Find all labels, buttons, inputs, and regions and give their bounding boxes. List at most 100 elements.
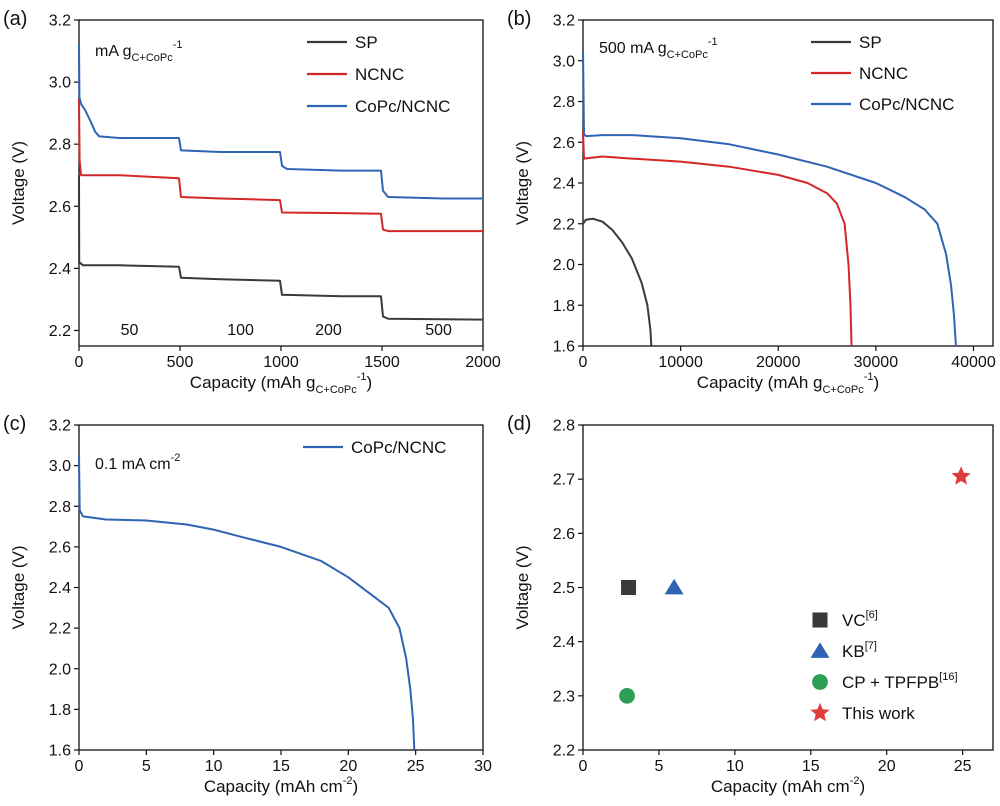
y-tick-label: 1.8 [553,298,575,315]
legend-label-ref: [6] [866,609,878,621]
x-axis-label-main: Capacity (mAh g [190,373,316,392]
step-rate-label: 500 [425,322,452,339]
legend-label: VC[6] [842,609,878,630]
x-tick-label: 25 [954,758,972,775]
series-line-copc-ncnc [78,455,416,751]
panel-label: (a) [3,8,27,30]
x-tick-label: 0 [579,354,588,371]
condition-label: 500 mA gC+CoPc-1 [599,36,718,61]
legend-label-main: This work [842,704,915,723]
panel-label: (d) [507,413,531,435]
y-tick-label: 3.2 [49,418,71,435]
y-tick-label: 2.0 [49,661,71,678]
legend-label-main: KB [842,642,865,661]
x-axis-label-sup: -2 [850,775,860,787]
plot-frame [78,424,484,751]
x-tick-label: 10000 [658,354,703,371]
panel-a: 0 500 1000 1500 2000 2.2 2.4 2.6 2.8 3.0 3.2 Voltag… [3,8,501,396]
y-tick-label: 2.6 [553,526,575,543]
condition-sup: -1 [708,36,718,48]
y-tick-label: 2.4 [49,580,71,597]
x-tick-label: 0 [75,758,84,775]
y-tick-label: 2.8 [49,499,71,516]
panel-b: 0 10000 20000 30000 40000 1.6 1.8 2.0 2.2 2.4 2.6 2… [507,8,996,396]
y-tick-label: 2.2 [553,216,575,233]
condition-label: 0.1 mA cm-2 [95,452,180,473]
legend-label: This work [842,704,915,723]
x-axis-label-tail: ) [352,777,358,796]
legend-marker [810,642,830,658]
x-axis-label-main: Capacity (mAh cm [204,777,343,796]
y-tick-label: 2.6 [49,539,71,556]
legend-label: SP [355,33,378,52]
y-axis-label: Voltage (V) [513,545,532,629]
x-tick-label: 500 [167,354,194,371]
y-tick-label: 2.4 [553,176,575,193]
condition-sub: C+CoPc [131,52,173,64]
x-tick-label: 30 [474,758,492,775]
x-axis-label-main: Capacity (mAh g [697,373,823,392]
panel-d: 0 5 10 15 20 25 2.2 2.3 2.4 2.5 2.6 2.7 2.8 Voltage (… [507,413,994,796]
y-tick-label: 2.2 [49,621,71,638]
x-tick-label: 0 [75,354,84,371]
y-tick-label: 1.6 [49,743,71,760]
legend-marker [812,674,828,690]
x-axis-label-sub: C+CoPc [822,384,864,396]
legend-marker [812,612,828,628]
condition-main: 0.1 mA cm [95,456,171,473]
series-line-ncnc [78,97,483,233]
y-tick-label: 2.0 [553,257,575,274]
legend-label: CoPc/NCNC [351,438,446,457]
x-tick-label: 20000 [756,354,801,371]
y-tick-label: 2.6 [49,199,71,216]
x-axis-label: Capacity (mAh gC+CoPc-1) [697,371,879,396]
x-tick-label: 15 [802,758,820,775]
series-line-copc-ncnc [78,44,483,200]
x-axis-label-tail: ) [859,777,865,796]
legend-label: SP [859,33,882,52]
y-tick-label: 1.6 [553,339,575,356]
y-axis-label: Voltage (V) [9,141,28,225]
x-tick-label: 15 [272,758,290,775]
y-tick-label: 2.4 [49,261,71,278]
y-tick-label: 2.8 [553,94,575,111]
x-tick-label: 40000 [951,354,996,371]
x-axis-label-sup: -1 [864,371,874,383]
y-tick-label: 3.0 [49,458,71,475]
plot-frame [78,19,484,347]
x-axis-label: Capacity (mAh cm-2) [204,775,358,796]
y-tick-label: 3.2 [553,13,575,30]
panel-label: (b) [507,8,531,30]
legend-label-main: VC [842,611,866,630]
x-axis-label-sup: -1 [357,371,367,383]
x-axis-label-tail: ) [874,373,880,392]
x-tick-label: 25 [407,758,425,775]
x-tick-label: 5 [654,758,663,775]
series-line-sp [78,175,484,321]
y-tick-label: 2.5 [553,580,575,597]
y-tick-label: 2.6 [553,135,575,152]
data-point-cp-tpfpb [619,687,635,704]
x-tick-label: 20 [878,758,896,775]
series-line-copc-ncnc [582,50,957,347]
legend-label: NCNC [859,64,908,83]
condition-main: mA g [95,43,131,60]
y-tick-label: 2.2 [553,743,575,760]
y-tick-label: 3.0 [553,53,575,70]
y-tick-label: 2.3 [553,688,575,705]
x-tick-label: 10 [726,758,744,775]
panel-label: (c) [3,413,26,435]
series-line-sp [582,217,653,347]
panel-c: 0 5 10 15 20 25 30 1.6 1.8 2.0 2.2 2.4 2.6 2.8 3.0 3.2 V… [3,413,492,796]
data-point-kb [664,578,684,595]
legend-label-ref: [7] [865,640,877,652]
y-tick-label: 3.0 [49,75,71,92]
y-axis-label: Voltage (V) [513,141,532,225]
step-rate-label: 100 [227,322,254,339]
legend-label: NCNC [355,65,404,84]
y-tick-label: 3.2 [49,13,71,30]
condition-main: 500 mA g [599,40,667,57]
y-tick-label: 2.7 [553,472,575,489]
y-tick-label: 2.2 [49,323,71,340]
